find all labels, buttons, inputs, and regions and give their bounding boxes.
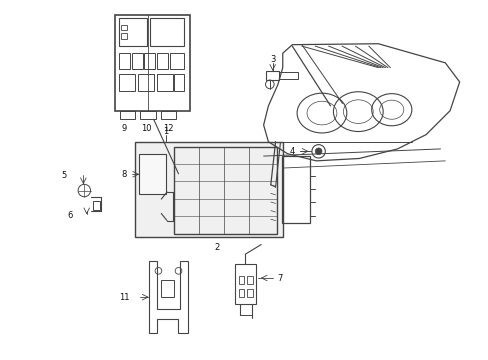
Bar	[93, 201, 100, 210]
Bar	[115, 15, 189, 111]
Bar	[161, 280, 174, 297]
Bar	[238, 288, 244, 297]
Bar	[139, 154, 165, 194]
Text: 5: 5	[61, 171, 67, 180]
Text: 1: 1	[163, 127, 168, 136]
Text: 4: 4	[289, 147, 294, 156]
Bar	[161, 111, 176, 119]
Bar	[144, 53, 154, 69]
Text: 8: 8	[121, 170, 126, 179]
Bar	[246, 276, 252, 284]
Bar	[121, 24, 126, 30]
Bar	[132, 53, 142, 69]
Bar	[173, 147, 276, 234]
Text: 9: 9	[121, 124, 126, 133]
Bar	[173, 74, 184, 91]
Bar	[170, 53, 183, 69]
Bar	[119, 53, 129, 69]
Text: 2: 2	[214, 243, 219, 252]
Bar	[281, 156, 310, 223]
Bar	[119, 74, 135, 91]
Text: 6: 6	[67, 211, 73, 220]
Bar	[234, 264, 256, 304]
Bar	[265, 71, 279, 80]
Bar	[120, 111, 135, 119]
Text: 11: 11	[119, 293, 129, 302]
Bar	[149, 18, 184, 46]
Bar	[238, 276, 244, 284]
Circle shape	[315, 148, 321, 155]
Bar	[134, 142, 282, 237]
Bar	[157, 74, 173, 91]
Text: 7: 7	[277, 274, 283, 283]
Bar	[140, 111, 155, 119]
Text: 12: 12	[163, 124, 173, 133]
Bar	[157, 53, 168, 69]
Bar	[279, 72, 297, 78]
Text: 10: 10	[141, 124, 151, 133]
Text: 3: 3	[269, 55, 275, 64]
Bar	[119, 18, 147, 46]
Bar	[138, 74, 153, 91]
Bar	[246, 288, 252, 297]
Bar	[121, 33, 126, 39]
